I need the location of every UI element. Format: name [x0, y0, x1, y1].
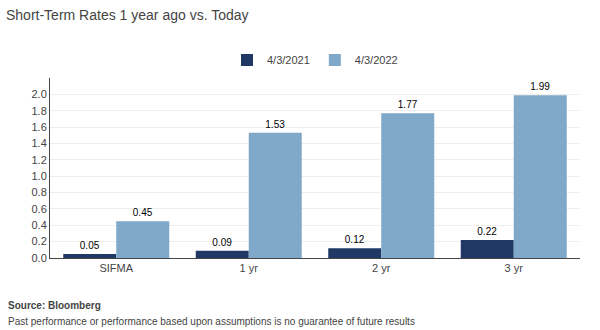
svg-text:1.77: 1.77	[398, 99, 418, 110]
svg-text:0.4: 0.4	[32, 219, 47, 231]
svg-text:3 yr: 3 yr	[505, 262, 524, 274]
svg-text:0.0: 0.0	[32, 252, 47, 264]
svg-text:0.05: 0.05	[80, 240, 100, 251]
svg-text:SIFMA: SIFMA	[99, 262, 133, 274]
svg-text:4/3/2022: 4/3/2022	[355, 54, 398, 66]
svg-text:1.99: 1.99	[530, 81, 550, 92]
svg-text:2.0: 2.0	[32, 88, 47, 100]
svg-text:4/3/2021: 4/3/2021	[267, 54, 310, 66]
svg-text:0.2: 0.2	[32, 235, 47, 247]
svg-text:0.22: 0.22	[477, 226, 497, 237]
svg-text:1.53: 1.53	[265, 119, 285, 130]
svg-text:0.8: 0.8	[32, 186, 47, 198]
svg-text:1.0: 1.0	[32, 170, 47, 182]
svg-text:Source: Bloomberg: Source: Bloomberg	[8, 300, 101, 311]
svg-text:0.45: 0.45	[133, 207, 153, 218]
svg-text:1.2: 1.2	[32, 154, 47, 166]
svg-text:1.4: 1.4	[32, 137, 47, 149]
svg-text:Past performance or performanc: Past performance or performance based up…	[8, 316, 415, 327]
svg-text:1.6: 1.6	[32, 121, 47, 133]
svg-text:1.8: 1.8	[32, 105, 47, 117]
svg-text:Short-Term Rates 1 year ago vs: Short-Term Rates 1 year ago vs. Today	[6, 7, 249, 23]
svg-text:1 yr: 1 yr	[240, 262, 259, 274]
svg-text:2 yr: 2 yr	[372, 262, 391, 274]
svg-text:0.6: 0.6	[32, 203, 47, 215]
svg-text:0.09: 0.09	[212, 237, 232, 248]
svg-text:0.12: 0.12	[345, 234, 365, 245]
